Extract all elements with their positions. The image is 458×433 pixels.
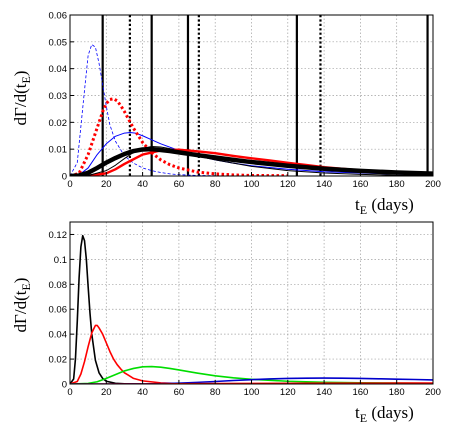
x-tick-label: 40 (137, 179, 148, 190)
y-axis-label: dΓ/d(tE) (11, 71, 33, 126)
y-tick-label: 0.01 (49, 145, 68, 156)
y-tick-label: 0.06 (49, 11, 68, 22)
x-tick-label: 200 (425, 387, 441, 398)
x-tick-label: 120 (280, 179, 296, 190)
x-axis-label: tE (days) (355, 403, 414, 425)
series-line-3 (70, 97, 288, 176)
y-tick-label: 0.12 (49, 230, 68, 241)
x-tick-label: 160 (352, 387, 368, 398)
x-tick-label: 100 (244, 387, 260, 398)
series-line-6 (70, 146, 433, 176)
series-line-2 (70, 132, 433, 176)
x-tick-label: 60 (174, 387, 185, 398)
y-tick-label: 0.08 (49, 280, 68, 291)
y-tick-label: 0 (62, 172, 67, 183)
x-tick-label: 160 (352, 179, 368, 190)
series-line-2 (70, 324, 252, 384)
x-tick-label: 140 (316, 179, 332, 190)
y-tick-label: 0.02 (49, 355, 68, 366)
x-tick-label: 0 (67, 387, 72, 398)
x-tick-label: 200 (425, 179, 441, 190)
x-axis-label: tE (days) (355, 195, 414, 217)
x-tick-label: 140 (316, 387, 332, 398)
x-tick-label: 20 (101, 179, 112, 190)
chart-panel-2: 0 20 40 60 80 100 120 140 160 180 200 0 0.02 0.04 0.06… (11, 221, 441, 425)
x-tick-label: 0 (67, 179, 72, 190)
x-tick-label: 60 (174, 179, 185, 190)
series-line-3 (70, 365, 433, 384)
y-tick-label: 0.04 (49, 330, 68, 341)
x-tick-label: 80 (210, 387, 221, 398)
y-tick-label: 0.06 (49, 305, 68, 316)
y-tick-label: 0.03 (49, 91, 68, 102)
x-tick-label: 180 (389, 179, 405, 190)
x-tick-label: 80 (210, 179, 221, 190)
chart-panel-1: 0 20 40 60 80 100 120 140 160 180 200 0 0.01 0.02 0.03… (11, 11, 441, 218)
y-tick-label: 0.05 (49, 37, 68, 48)
x-tick-label: 100 (244, 179, 260, 190)
y-tick-label: 0.04 (49, 64, 68, 75)
x-tick-label: 20 (101, 387, 112, 398)
y-tick-label: 0.1 (54, 255, 67, 266)
x-tick-label: 120 (280, 387, 296, 398)
x-tick-label: 180 (389, 387, 405, 398)
y-axis-label: dΓ/d(tE) (11, 278, 33, 333)
y-tick-label: 0 (62, 380, 67, 391)
y-tick-label: 0.02 (49, 118, 68, 129)
x-tick-label: 40 (137, 387, 148, 398)
series-line-1 (70, 44, 216, 176)
